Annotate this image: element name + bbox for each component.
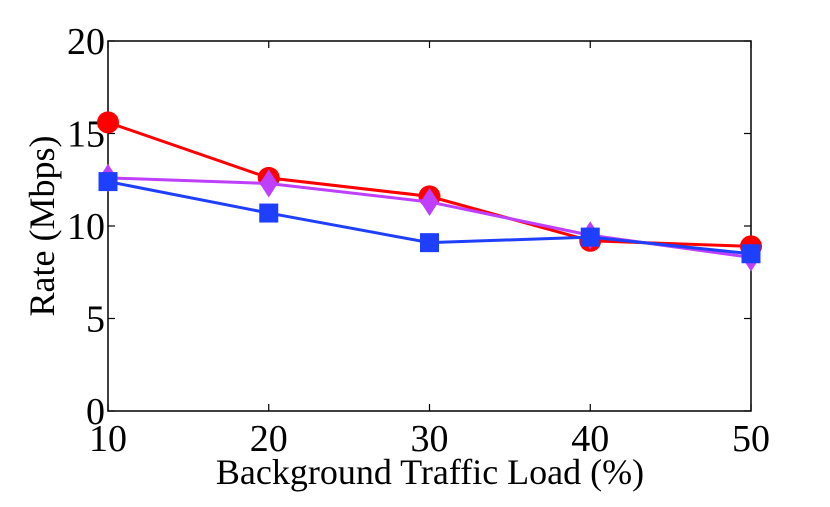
axis-ticks — [107, 40, 752, 412]
series-blue-square-point — [420, 233, 439, 253]
y-axis-label: Rate (Mbps) — [22, 136, 62, 317]
x-tick-label: 10 — [89, 418, 127, 460]
y-tick-label: 5 — [86, 299, 105, 341]
series-blue-square-point — [259, 203, 279, 223]
series-blue-square-point — [580, 227, 600, 247]
series-magenta-diamond-point — [420, 187, 439, 216]
x-tick-label: 50 — [732, 418, 770, 460]
plot-area — [107, 40, 752, 412]
series-blue-square-point — [98, 172, 118, 192]
y-tick-label: 0 — [86, 391, 105, 433]
y-tick-labels: 0 5 10 15 20 — [67, 21, 105, 433]
series-red-circle-point — [97, 111, 119, 134]
series-magenta-diamond-point — [259, 169, 278, 198]
series-layer — [97, 111, 762, 272]
x-tick-label: 20 — [250, 418, 288, 460]
x-tick-label: 40 — [571, 418, 609, 460]
y-tick-label: 10 — [67, 206, 105, 248]
series-blue-square-point — [741, 244, 761, 264]
x-tick-labels: 10 20 30 40 50 — [89, 418, 770, 460]
y-tick-label: 20 — [67, 21, 105, 63]
x-axis-label: Background Traffic Load (%) — [216, 452, 644, 492]
x-tick-label: 30 — [411, 418, 449, 460]
series-blue-square — [98, 172, 761, 264]
